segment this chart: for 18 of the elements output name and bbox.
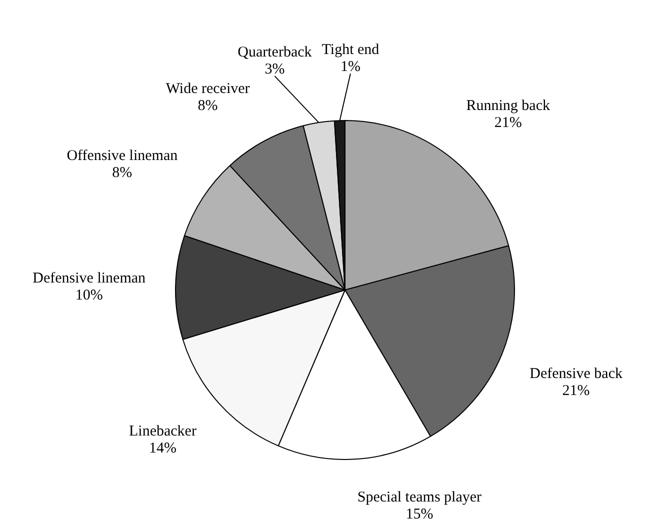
data-label: 8% [112, 164, 132, 181]
slice-label: Defensive back [530, 366, 623, 382]
slice-label: Defensive lineman [32, 270, 146, 286]
data-label: 21% [494, 115, 522, 132]
slice-label: Running back [466, 98, 550, 114]
data-label: 1% [340, 59, 360, 76]
data-label: 21% [562, 383, 590, 400]
slice-label: Wide receiver [166, 81, 250, 98]
data-label: 3% [264, 62, 285, 78]
data-label: 15% [406, 506, 434, 523]
data-label: 10% [75, 287, 103, 304]
data-label: 8% [198, 98, 218, 114]
data-label: 14% [148, 440, 176, 457]
slice-label: Special teams player [357, 490, 482, 506]
slice-label: Tight end [322, 42, 380, 58]
slice-label: Linebacker [129, 424, 196, 440]
slice-label: Offensive lineman [66, 148, 178, 164]
slice-label: Quarterback [238, 44, 312, 61]
